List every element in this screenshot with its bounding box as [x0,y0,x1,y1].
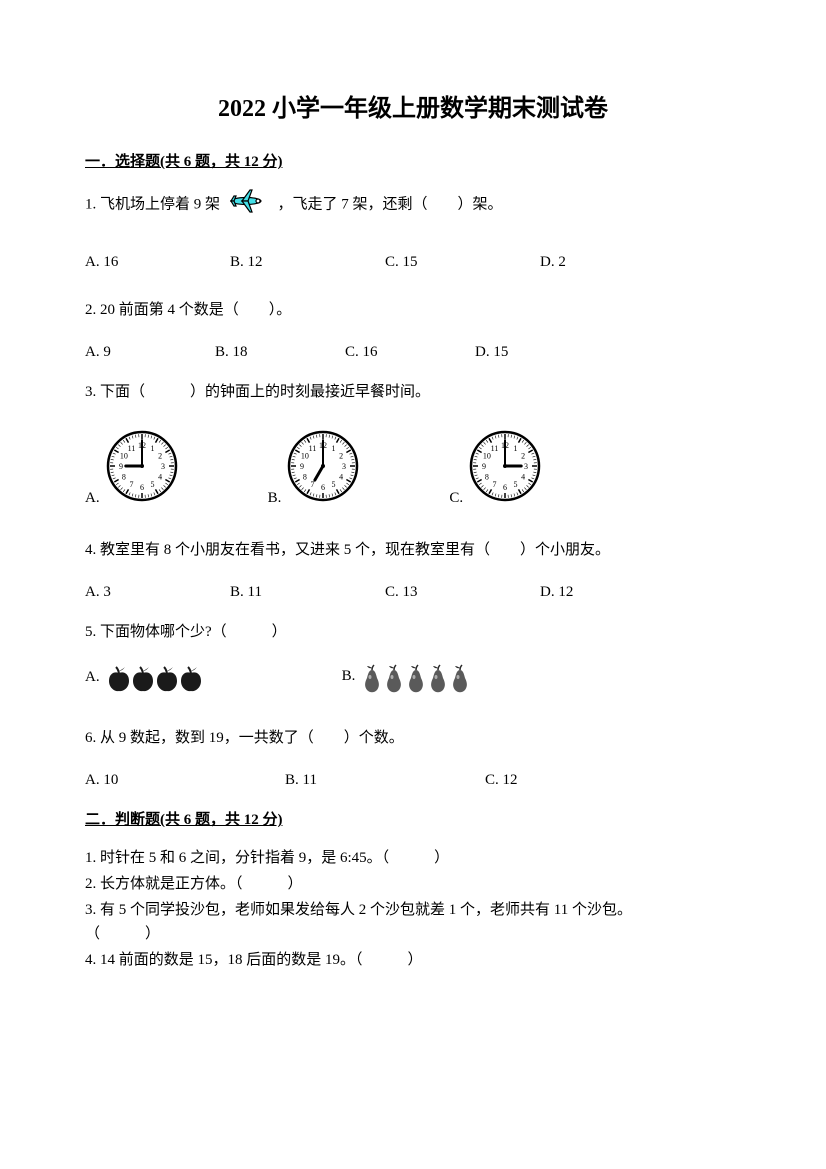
apples-icon [106,665,202,701]
svg-text:2: 2 [158,452,162,461]
q4-options: A. 3 B. 11 C. 13 D. 12 [85,580,741,604]
question-5: 5. 下面物体哪个少?（ ） [85,620,741,644]
q3-opt-b-label: B. [268,486,282,510]
judge-2: 2. 长方体就是正方体。（ ） [85,872,741,896]
q3-opt-c-label: C. [449,486,463,510]
q3-clock-c: C. 121234567891011 [449,430,541,510]
svg-text:4: 4 [340,473,344,482]
svg-text:8: 8 [121,473,125,482]
svg-text:7: 7 [129,481,133,490]
svg-text:9: 9 [300,462,304,471]
q2-opt-a: A. 9 [85,340,215,364]
judge-list: 1. 时针在 5 和 6 之间，分针指着 9，是 6:45。（ ） 2. 长方体… [85,846,741,972]
svg-text:10: 10 [483,452,491,461]
q1-opt-c: C. 15 [385,250,540,274]
svg-text:1: 1 [514,444,518,453]
svg-text:6: 6 [321,483,325,492]
svg-text:9: 9 [482,462,486,471]
svg-text:2: 2 [340,452,344,461]
page-title: 2022 小学一年级上册数学期末测试卷 [85,90,741,128]
question-3: 3. 下面（ ）的钟面上的时刻最接近早餐时间。 [85,380,741,404]
clock-icon-c: 121234567891011 [469,430,541,510]
q1-opt-b: B. 12 [230,250,385,274]
svg-text:11: 11 [309,444,317,453]
q5-opt-b: B. [342,664,472,702]
q6-options: A. 10 B. 11 C. 12 [85,768,741,792]
svg-text:7: 7 [493,481,497,490]
q6-opt-a: A. 10 [85,768,285,792]
q5-opt-a: A. [85,665,202,701]
svg-text:8: 8 [303,473,307,482]
q2-options: A. 9 B. 18 C. 16 D. 15 [85,340,741,364]
q5-options: A. B. [85,664,741,702]
q3-clock-a: A. 121234567891011 [85,430,178,510]
question-4: 4. 教室里有 8 个小朋友在看书，又进来 5 个，现在教室里有（ ）个小朋友。 [85,538,741,562]
q1-opt-d: D. 2 [540,250,566,274]
q3-opt-a-label: A. [85,486,100,510]
svg-text:3: 3 [161,462,165,471]
q3-clock-b: B. 121234567891011 [268,430,360,510]
svg-text:8: 8 [485,473,489,482]
section-1-header: 一．选择题(共 6 题，共 12 分) [85,150,741,174]
airplane-icon [228,188,270,222]
q6-opt-c: C. 12 [485,768,518,792]
svg-text:5: 5 [332,481,336,490]
q2-opt-c: C. 16 [345,340,475,364]
q1-options: A. 16 B. 12 C. 15 D. 2 [85,250,741,274]
judge-3: 3. 有 5 个同学投沙包，老师如果发给每人 2 个沙包就差 1 个，老师共有 … [85,898,741,946]
svg-text:10: 10 [119,452,127,461]
section-2-header: 二．判断题(共 6 题，共 12 分) [85,808,741,832]
clock-icon-a: 121234567891011 [106,430,178,510]
question-1: 1. 飞机场上停着 9 架 ，飞走了 7 架，还剩（ ）架。 [85,188,741,222]
q4-opt-c: C. 13 [385,580,540,604]
q4-opt-b: B. 11 [230,580,385,604]
clock-icon-b: 121234567891011 [287,430,359,510]
q6-opt-b: B. 11 [285,768,485,792]
svg-text:2: 2 [521,452,525,461]
judge-1: 1. 时针在 5 和 6 之间，分针指着 9，是 6:45。（ ） [85,846,741,870]
svg-text:7: 7 [311,481,315,490]
judge-4: 4. 14 前面的数是 15，18 后面的数是 19。（ ） [85,948,741,972]
svg-text:5: 5 [150,481,154,490]
q5-opt-b-label: B. [342,664,356,688]
svg-text:5: 5 [514,481,518,490]
svg-text:10: 10 [301,452,309,461]
svg-text:6: 6 [503,483,507,492]
svg-text:11: 11 [127,444,135,453]
q1-text-b: ，飞走了 7 架，还剩（ ）架。 [278,197,503,213]
q1-opt-a: A. 16 [85,250,230,274]
svg-text:4: 4 [158,473,162,482]
q1-text-a: 1. 飞机场上停着 9 架 [85,197,220,213]
svg-text:9: 9 [119,462,123,471]
svg-text:3: 3 [342,462,346,471]
pears-icon [361,664,471,702]
question-6: 6. 从 9 数起，数到 19，一共数了（ ）个数。 [85,726,741,750]
q2-opt-d: D. 15 [475,340,508,364]
svg-text:6: 6 [140,483,144,492]
q2-opt-b: B. 18 [215,340,345,364]
q3-clocks: A. 121234567891011 B. 121234567891011 C.… [85,430,741,510]
svg-text:11: 11 [491,444,499,453]
q4-opt-a: A. 3 [85,580,230,604]
question-2: 2. 20 前面第 4 个数是（ ）。 [85,298,741,322]
svg-text:3: 3 [524,462,528,471]
svg-text:4: 4 [521,473,525,482]
q4-opt-d: D. 12 [540,580,573,604]
svg-text:1: 1 [332,444,336,453]
q5-opt-a-label: A. [85,665,100,689]
svg-text:1: 1 [150,444,154,453]
